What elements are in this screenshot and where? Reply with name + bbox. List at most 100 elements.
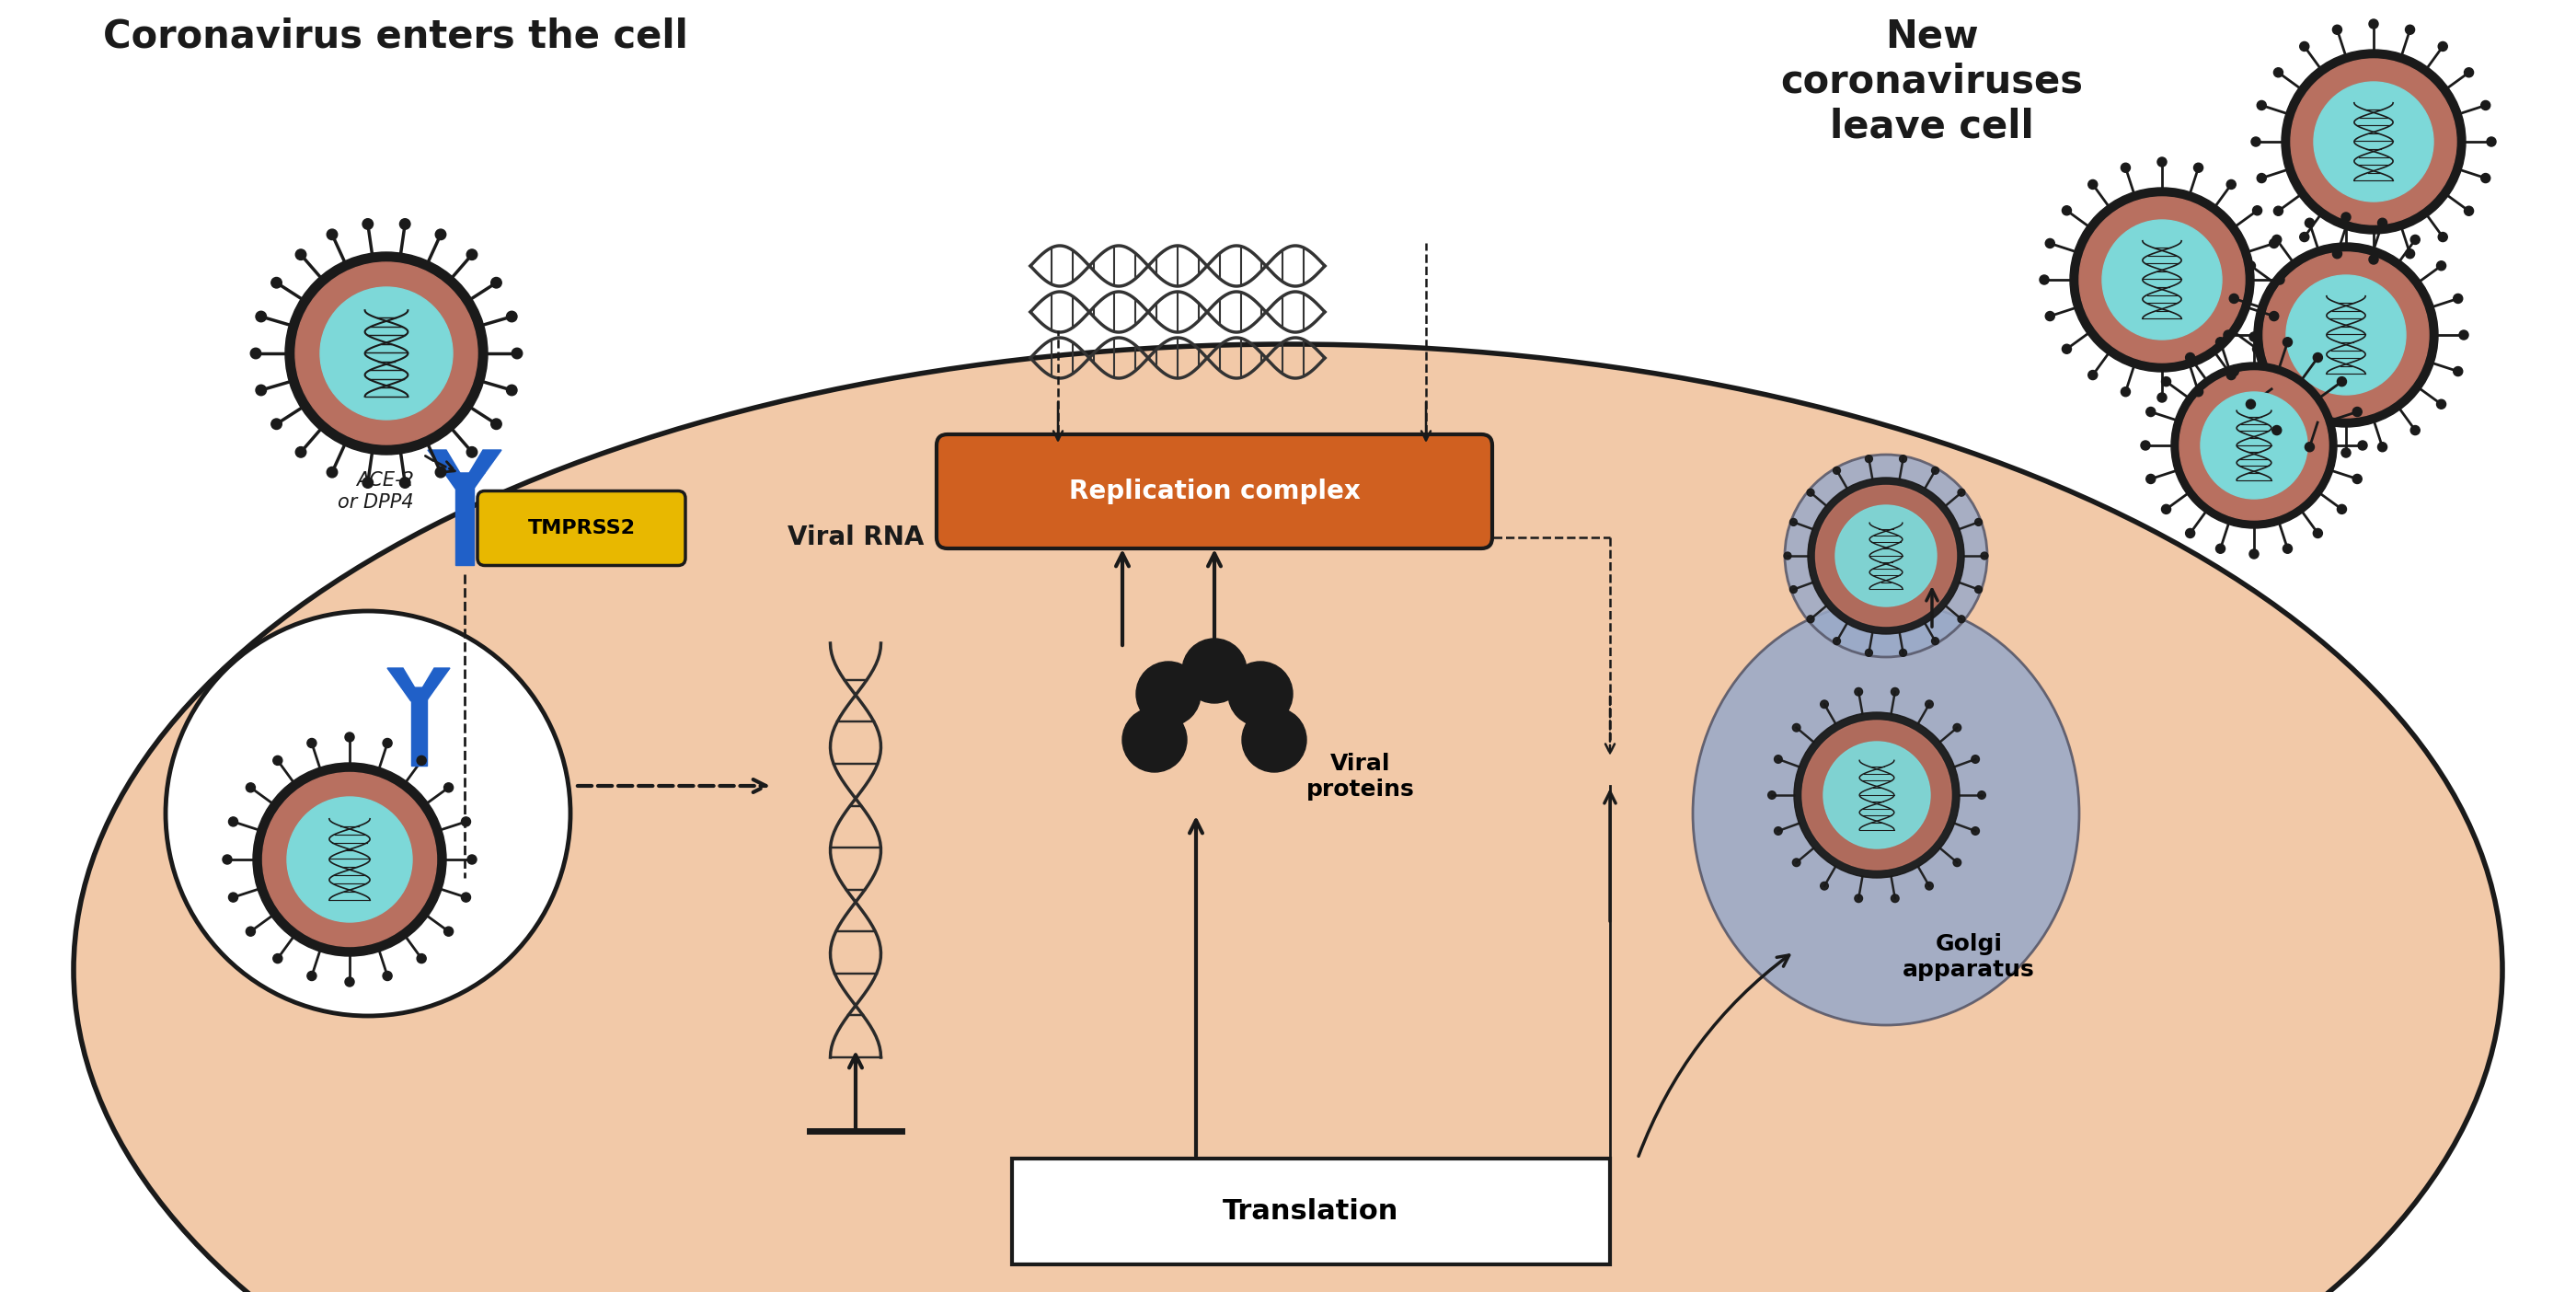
Circle shape	[2406, 249, 2414, 258]
Circle shape	[1932, 637, 1940, 645]
Circle shape	[2282, 49, 2465, 234]
Circle shape	[2378, 218, 2388, 227]
Circle shape	[2282, 337, 2293, 346]
Circle shape	[2089, 180, 2097, 189]
Circle shape	[2161, 377, 2172, 386]
Circle shape	[1924, 882, 1932, 890]
Circle shape	[273, 756, 283, 765]
Circle shape	[2282, 544, 2293, 553]
Circle shape	[2226, 180, 2236, 189]
Circle shape	[443, 783, 453, 792]
Circle shape	[2287, 275, 2406, 395]
FancyBboxPatch shape	[477, 491, 685, 566]
Circle shape	[1855, 894, 1862, 902]
Circle shape	[2290, 59, 2458, 225]
Circle shape	[2437, 233, 2447, 242]
Circle shape	[2156, 158, 2166, 167]
Circle shape	[399, 478, 410, 488]
Text: Translation: Translation	[1224, 1198, 1399, 1225]
Circle shape	[2141, 441, 2151, 450]
Circle shape	[2481, 173, 2491, 182]
Circle shape	[1229, 662, 1293, 726]
Circle shape	[2275, 68, 2282, 78]
Polygon shape	[443, 473, 484, 488]
Circle shape	[2063, 205, 2071, 216]
Circle shape	[2437, 399, 2445, 408]
Circle shape	[222, 855, 232, 864]
Circle shape	[307, 972, 317, 981]
Polygon shape	[456, 473, 474, 565]
Circle shape	[1775, 756, 1783, 764]
Circle shape	[2313, 528, 2324, 537]
Ellipse shape	[1692, 602, 2079, 1025]
Circle shape	[1891, 687, 1899, 695]
Circle shape	[2223, 331, 2233, 340]
Polygon shape	[469, 450, 502, 473]
Circle shape	[2195, 163, 2202, 172]
Circle shape	[2102, 220, 2221, 340]
Circle shape	[2089, 371, 2097, 380]
Circle shape	[345, 977, 355, 987]
Circle shape	[492, 278, 502, 288]
Circle shape	[1976, 585, 1981, 593]
Circle shape	[2313, 81, 2434, 202]
Circle shape	[363, 478, 374, 488]
Circle shape	[2254, 243, 2437, 426]
Circle shape	[2179, 371, 2329, 519]
Circle shape	[273, 953, 283, 963]
Circle shape	[1790, 518, 1798, 526]
Circle shape	[466, 855, 477, 864]
Circle shape	[2120, 163, 2130, 172]
Circle shape	[2306, 218, 2313, 227]
Circle shape	[1793, 724, 1801, 731]
Circle shape	[2275, 275, 2285, 284]
Polygon shape	[422, 668, 451, 687]
Circle shape	[1824, 742, 1929, 849]
Circle shape	[417, 953, 425, 963]
Circle shape	[1821, 700, 1829, 708]
Circle shape	[1834, 505, 1937, 606]
Circle shape	[363, 218, 374, 229]
Circle shape	[165, 611, 569, 1016]
Circle shape	[1891, 894, 1899, 902]
Circle shape	[2334, 25, 2342, 35]
Circle shape	[1793, 858, 1801, 867]
Circle shape	[1865, 455, 1873, 463]
Circle shape	[245, 926, 255, 937]
Circle shape	[1242, 708, 1306, 773]
Circle shape	[2336, 505, 2347, 514]
FancyBboxPatch shape	[1012, 1159, 1610, 1265]
Circle shape	[2313, 353, 2324, 362]
Circle shape	[2264, 252, 2429, 417]
Circle shape	[2411, 235, 2419, 244]
Circle shape	[229, 817, 237, 827]
Circle shape	[1855, 687, 1862, 695]
Circle shape	[2172, 363, 2336, 528]
Circle shape	[2249, 332, 2259, 341]
Circle shape	[1932, 466, 1940, 474]
Circle shape	[1182, 638, 1247, 703]
Circle shape	[2071, 187, 2254, 372]
Text: TMPRSS2: TMPRSS2	[528, 519, 636, 537]
Circle shape	[245, 783, 255, 792]
Circle shape	[252, 762, 446, 956]
Circle shape	[2334, 249, 2342, 258]
Circle shape	[435, 229, 446, 240]
Circle shape	[2378, 442, 2388, 452]
Circle shape	[2226, 371, 2236, 380]
Text: Replication complex: Replication complex	[1069, 478, 1360, 504]
Circle shape	[250, 348, 260, 359]
Circle shape	[461, 893, 471, 902]
Circle shape	[1123, 708, 1188, 773]
Circle shape	[2342, 448, 2352, 457]
Circle shape	[461, 817, 471, 827]
Circle shape	[270, 278, 281, 288]
Circle shape	[2246, 399, 2257, 408]
Text: New
coronaviruses
leave cell: New coronaviruses leave cell	[1780, 18, 2084, 146]
Circle shape	[1767, 791, 1775, 798]
Circle shape	[2300, 233, 2308, 242]
Circle shape	[2465, 68, 2473, 78]
Text: Coronavirus enters the cell: Coronavirus enters the cell	[103, 18, 688, 56]
Circle shape	[2306, 442, 2313, 452]
Circle shape	[2352, 474, 2362, 483]
